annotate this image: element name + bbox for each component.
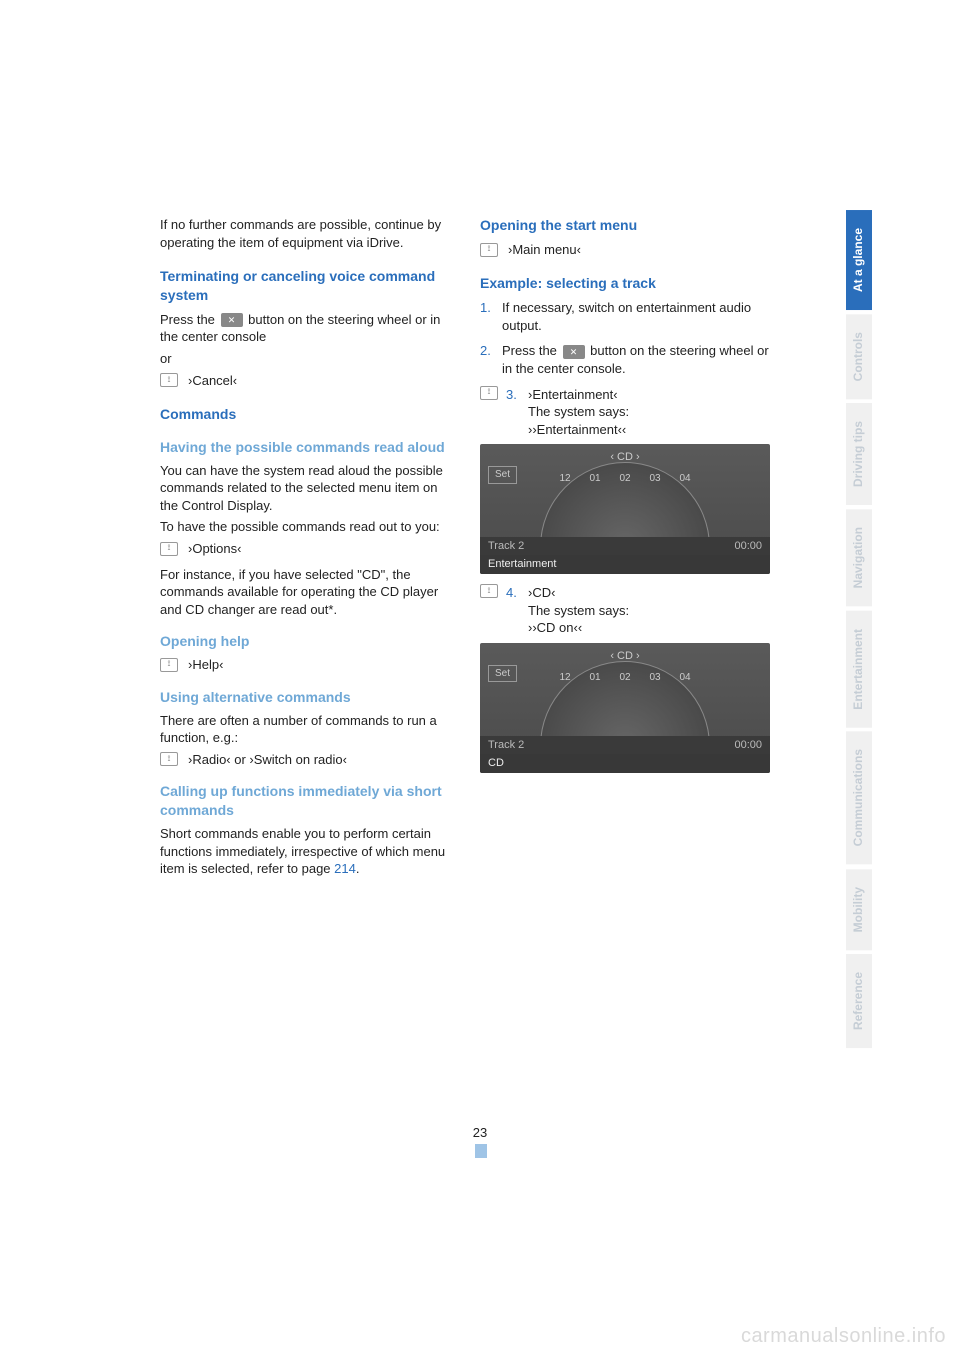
voice-command-help: ⟟ ›Help‹ — [160, 656, 450, 674]
speaker-icon: ⟟ — [480, 243, 498, 257]
bottom-row: Entertainment — [480, 555, 770, 574]
heading-short-commands: Calling up functions immediately via sho… — [160, 782, 450, 820]
tick: 03 — [649, 472, 660, 486]
step-1: If necessary, switch on entertainment au… — [480, 299, 770, 334]
page-reference[interactable]: 214 — [334, 861, 356, 876]
tick: 03 — [649, 671, 660, 685]
short-commands-text: Short commands enable you to perform cer… — [160, 825, 450, 878]
tab-communications[interactable]: Communications — [846, 731, 872, 864]
system-response: ››Entertainment‹‹ — [528, 421, 629, 439]
dial-ticks: 12 01 02 03 04 — [550, 671, 700, 685]
read-aloud-text-2: To have the possible commands read out t… — [160, 518, 450, 536]
step-number: 3. — [506, 386, 520, 439]
track-label: Track 2 — [488, 539, 524, 554]
command-text: ›Main menu‹ — [508, 241, 581, 259]
tick: 04 — [679, 671, 690, 685]
command-text: ›CD‹ — [528, 584, 629, 602]
tick: 01 — [589, 472, 600, 486]
or-text: or — [160, 350, 450, 368]
manual-page: If no further commands are possible, con… — [0, 0, 960, 1358]
step-number: 4. — [506, 584, 520, 637]
command-text: ›Help‹ — [188, 656, 223, 674]
section-tabs: At a glance Controls Driving tips Naviga… — [846, 210, 872, 1052]
voice-button-icon: ✕ — [563, 345, 585, 359]
speaker-icon: ⟟ — [160, 542, 178, 556]
tab-mobility[interactable]: Mobility — [846, 869, 872, 950]
speaker-icon: ⟟ — [480, 386, 498, 400]
tab-entertainment[interactable]: Entertainment — [846, 611, 872, 728]
speaker-icon: ⟟ — [160, 752, 178, 766]
track-label: Track 2 — [488, 738, 524, 753]
intro-text: If no further commands are possible, con… — [160, 216, 450, 251]
read-aloud-text-3: For instance, if you have selected "CD",… — [160, 566, 450, 619]
step-4: ⟟ 4. ›CD‹ The system says: ››CD on‹‹ — [480, 584, 770, 637]
idrive-screenshot-2: ‹ CD › Set 12 01 02 03 04 Track 2 00:00 … — [480, 643, 770, 773]
page-number: 23 — [473, 1125, 487, 1140]
tick: 12 — [559, 472, 570, 486]
tick: 12 — [559, 671, 570, 685]
tab-controls[interactable]: Controls — [846, 314, 872, 399]
step-3: ⟟ 3. ›Entertainment‹ The system says: ››… — [480, 386, 770, 439]
system-response: ››CD on‹‹ — [528, 619, 629, 637]
text-part: Press the — [160, 312, 215, 327]
track-row: Track 2 00:00 — [480, 537, 770, 556]
tab-driving-tips[interactable]: Driving tips — [846, 403, 872, 505]
tick: 02 — [619, 472, 630, 486]
command-text: ›Options‹ — [188, 540, 241, 558]
steps-list: If necessary, switch on entertainment au… — [480, 299, 770, 377]
content-columns: If no further commands are possible, con… — [160, 216, 770, 882]
time-label: 00:00 — [734, 738, 762, 753]
page-marker — [475, 1144, 487, 1158]
read-aloud-text-1: You can have the system read aloud the p… — [160, 462, 450, 515]
heading-example: Example: selecting a track — [480, 274, 770, 293]
voice-command-main-menu: ⟟ ›Main menu‹ — [480, 241, 770, 259]
tab-navigation[interactable]: Navigation — [846, 509, 872, 606]
tab-at-a-glance[interactable]: At a glance — [846, 210, 872, 310]
heading-read-aloud: Having the possible commands read aloud — [160, 438, 450, 457]
tick: 04 — [679, 472, 690, 486]
heading-start-menu: Opening the start menu — [480, 216, 770, 235]
tick: 02 — [619, 671, 630, 685]
right-column: Opening the start menu ⟟ ›Main menu‹ Exa… — [480, 216, 770, 882]
tick: 01 — [589, 671, 600, 685]
command-text: ›Radio‹ or ›Switch on radio‹ — [188, 751, 347, 769]
text-part: . — [356, 861, 360, 876]
bottom-row: CD — [480, 754, 770, 773]
step-body: ›Entertainment‹ The system says: ››Enter… — [528, 386, 629, 439]
voice-command-options: ⟟ ›Options‹ — [160, 540, 450, 558]
system-says: The system says: — [528, 403, 629, 421]
watermark: carmanualsonline.info — [741, 1325, 946, 1348]
dial-ticks: 12 01 02 03 04 — [550, 472, 700, 486]
heading-opening-help: Opening help — [160, 632, 450, 651]
voice-button-icon: ✕ — [221, 313, 243, 327]
command-text: ›Cancel‹ — [188, 372, 237, 390]
speaker-icon: ⟟ — [160, 658, 178, 672]
idrive-screenshot-1: ‹ CD › Set 12 01 02 03 04 Track 2 00:00 … — [480, 444, 770, 574]
time-label: 00:00 — [734, 539, 762, 554]
step-body: ›CD‹ The system says: ››CD on‹‹ — [528, 584, 629, 637]
set-button: Set — [488, 665, 517, 683]
voice-command-radio: ⟟ ›Radio‹ or ›Switch on radio‹ — [160, 751, 450, 769]
set-button: Set — [488, 466, 517, 484]
heading-commands: Commands — [160, 405, 450, 424]
text-part: Press the — [502, 343, 557, 358]
voice-command-cancel: ⟟ ›Cancel‹ — [160, 372, 450, 390]
heading-alternative: Using alternative commands — [160, 688, 450, 707]
press-button-text: Press the ✕ button on the steering wheel… — [160, 311, 450, 346]
speaker-icon: ⟟ — [160, 373, 178, 387]
speaker-icon: ⟟ — [480, 584, 498, 598]
heading-terminating: Terminating or canceling voice command s… — [160, 267, 450, 305]
command-text: ›Entertainment‹ — [528, 386, 629, 404]
alternative-text: There are often a number of commands to … — [160, 712, 450, 747]
left-column: If no further commands are possible, con… — [160, 216, 450, 882]
text-part: Short commands enable you to perform cer… — [160, 826, 445, 876]
tab-reference[interactable]: Reference — [846, 954, 872, 1048]
step-2: Press the ✕ button on the steering wheel… — [480, 342, 770, 377]
system-says: The system says: — [528, 602, 629, 620]
track-row: Track 2 00:00 — [480, 736, 770, 755]
